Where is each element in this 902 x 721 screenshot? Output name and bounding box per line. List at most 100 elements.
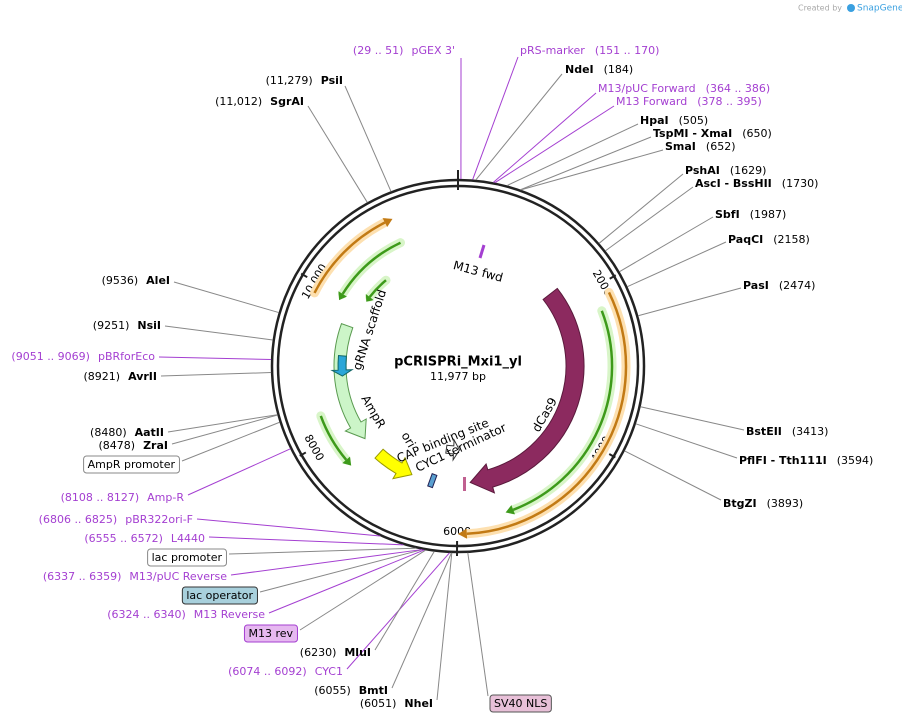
primer-label: (6337 .. 6359) M13/pUC Reverse	[43, 570, 227, 583]
feature-box-label: lac operator	[186, 589, 253, 602]
enzyme-name: BstEII	[746, 425, 782, 438]
site-label: SbfI (1987)	[715, 208, 786, 221]
site-label: (6055) BmtI	[314, 684, 388, 697]
primer-range: (6555 .. 6572)	[84, 532, 163, 545]
watermark-brand: SnapGene	[857, 4, 902, 14]
label-connector	[472, 56, 519, 180]
primer-label: (6324 .. 6340) M13 Reverse	[107, 608, 265, 621]
feature-arc	[313, 221, 386, 294]
feature-arc	[368, 279, 387, 298]
feature-arc	[512, 310, 614, 511]
enzyme-name: PflFI - Tth111I	[739, 454, 827, 467]
primer-label: pRS-marker (151 .. 170)	[520, 44, 659, 57]
feature-box-label: SV40 NLS	[494, 697, 547, 710]
primer-name: pRS-marker	[520, 44, 585, 57]
feature-head	[342, 456, 352, 466]
site-position: (6051)	[360, 697, 397, 710]
primer-range: (29 .. 51)	[353, 44, 404, 57]
label-connector	[506, 123, 639, 186]
enzyme-name: AatII	[135, 426, 164, 439]
site-label: BstEII (3413)	[746, 425, 828, 438]
feature-head	[338, 291, 347, 301]
plasmid-length: 11,977 bp	[430, 370, 486, 383]
primer-name: pGEX 3'	[411, 44, 455, 57]
site-label: AscI - BssHII (1730)	[695, 177, 818, 190]
label-connector	[640, 406, 745, 431]
label-connector	[171, 414, 278, 445]
primer-range: (8108 .. 8127)	[61, 491, 140, 504]
site-label: PflFI - Tth111I (3594)	[739, 454, 873, 467]
primer-label: M13/pUC Forward (364 .. 386)	[598, 82, 770, 95]
ori-arrow	[374, 448, 413, 480]
m13-fwd-mark	[478, 244, 486, 259]
site-label: (11,279) PsiI	[266, 74, 343, 87]
label-connector	[307, 105, 368, 203]
site-label: (6230) MluI	[300, 646, 371, 659]
enzyme-name: AscI - BssHII	[695, 177, 772, 190]
sv40-mark	[463, 477, 466, 491]
tick-label: 8000	[302, 432, 327, 463]
primer-name: M13 Forward	[616, 95, 687, 108]
label-connector	[520, 149, 664, 191]
enzyme-name: AleI	[146, 274, 170, 287]
site-position: (9251)	[93, 319, 130, 332]
feature-arc	[466, 291, 628, 536]
site-position: (2474)	[779, 279, 816, 292]
site-position: (3893)	[767, 497, 804, 510]
label-connector	[493, 92, 597, 183]
label-connector	[374, 551, 435, 651]
site-label: (9251) NsiI	[93, 319, 161, 332]
feature-box-label: lac promoter	[152, 551, 223, 564]
box	[147, 548, 227, 567]
label-connector	[173, 281, 279, 314]
primer-label: (6806 .. 6825) pBR322ori-F	[39, 513, 193, 526]
site-position: (1730)	[782, 177, 819, 190]
enzyme-name: SgrAI	[270, 95, 304, 108]
site-label: (9536) AleI	[102, 274, 170, 287]
primer-name: M13/pUC Forward	[598, 82, 696, 95]
label-connector	[299, 549, 426, 631]
label-connector	[208, 536, 404, 546]
label-connector	[160, 372, 272, 377]
label-connector	[520, 136, 652, 191]
feature-box-label: M13 rev	[248, 627, 293, 640]
feature-box: SV40 NLS	[489, 694, 552, 713]
tick-mark	[608, 453, 616, 459]
feature-box: M13 rev	[243, 624, 298, 643]
tick-mark	[609, 274, 617, 280]
site-position: (8921)	[84, 370, 121, 383]
feature-label: ori	[398, 429, 418, 450]
site-position: (1629)	[730, 164, 767, 177]
label-connector	[467, 552, 489, 697]
dcas9-arrow	[469, 287, 585, 494]
label-connector	[624, 450, 722, 501]
site-position: (9536)	[102, 274, 139, 287]
site-position: (505)	[679, 114, 709, 127]
enzyme-name: TspMI - XmaI	[653, 127, 732, 140]
ampr-arrow	[333, 322, 367, 440]
feature-head	[505, 505, 515, 515]
tick-mark	[299, 451, 307, 457]
primer-name: pBRforEco	[98, 350, 155, 363]
feature-head	[458, 528, 468, 539]
primer-name: M13/pUC Reverse	[129, 570, 227, 583]
site-label: TspMI - XmaI (650)	[653, 127, 772, 140]
enzyme-name: PaqCI	[728, 233, 763, 246]
watermark-prefix: Created by	[798, 4, 842, 13]
primer-range: (6806 .. 6825)	[39, 513, 118, 526]
enzyme-name: HpaI	[640, 114, 669, 127]
site-label: PshAI (1629)	[685, 164, 766, 177]
enzyme-name: SmaI	[665, 140, 696, 153]
label-connector	[164, 325, 273, 341]
feature-arc	[319, 415, 348, 461]
site-position: (8478)	[99, 439, 136, 452]
enzyme-name: ZraI	[143, 439, 168, 452]
site-label: SmaI (652)	[665, 140, 736, 153]
label-connector	[436, 552, 453, 701]
site-position: (1987)	[750, 208, 787, 221]
label-connector	[494, 105, 615, 184]
plasmid-name: pCRISPRi_Mxi1_yl	[394, 355, 522, 370]
primer-name: Amp-R	[147, 491, 184, 504]
site-position: (6055)	[314, 684, 351, 697]
